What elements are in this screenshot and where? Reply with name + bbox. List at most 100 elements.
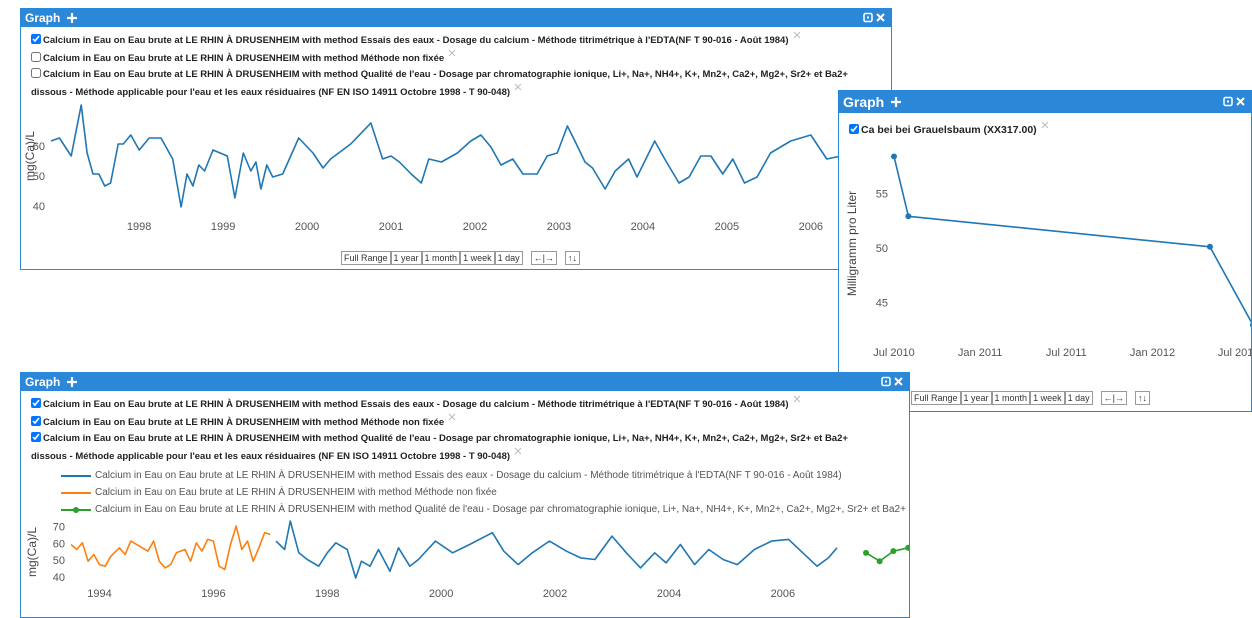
series-checkbox-label: Ca bei bei Grauelsbaum (XX317.00) bbox=[861, 124, 1037, 136]
range-button[interactable]: ↑↓ bbox=[1135, 391, 1150, 405]
close-icon bbox=[877, 14, 884, 21]
x-tick-label: 1994 bbox=[87, 588, 111, 600]
range-button[interactable]: ↑↓ bbox=[565, 251, 580, 265]
x-tick-label: 2004 bbox=[657, 588, 681, 600]
x-tick-label: Jul 2011 bbox=[1046, 347, 1087, 359]
x-tick-label: Jul 2010 bbox=[873, 347, 915, 359]
maximize-dot bbox=[867, 17, 869, 19]
y-tick-label: 60 bbox=[53, 538, 65, 550]
series-checkbox[interactable] bbox=[849, 124, 859, 134]
y-tick-label: 55 bbox=[876, 188, 888, 200]
x-mark bbox=[1042, 122, 1048, 128]
x-tick-label: 1998 bbox=[127, 221, 151, 233]
plus bbox=[67, 377, 77, 387]
add-icon bbox=[65, 11, 79, 25]
series-checkbox-label: Calcium in Eau on Eau brute at LE RHIN À… bbox=[43, 53, 444, 64]
legend-swatch bbox=[61, 488, 91, 498]
window-controls bbox=[881, 376, 905, 388]
series-checkbox[interactable] bbox=[31, 52, 41, 62]
legend-marker bbox=[73, 507, 79, 513]
screen: GraphCalcium in Eau on Eau brute at LE R… bbox=[0, 0, 1252, 618]
range-button[interactable]: 1 week bbox=[460, 251, 495, 265]
x-mark bbox=[794, 32, 800, 38]
remove-series-icon bbox=[448, 49, 456, 57]
plus bbox=[891, 97, 901, 107]
maximize-dot bbox=[885, 381, 887, 383]
x-tick-label: Jan 2012 bbox=[1130, 347, 1175, 359]
series-line bbox=[866, 548, 908, 561]
y-axis-label: Milligramm pro Liter bbox=[845, 191, 859, 296]
window-controls bbox=[1223, 96, 1247, 108]
range-button[interactable]: Full Range bbox=[911, 391, 961, 405]
window-title: Graph bbox=[843, 94, 884, 110]
series-checkbox-label: Calcium in Eau on Eau brute at LE RHIN À… bbox=[43, 417, 444, 428]
series-checkbox-label: Calcium in Eau on Eau brute at LE RHIN À… bbox=[31, 69, 848, 98]
x-tick-label: 2000 bbox=[295, 221, 319, 233]
window-title: Graph bbox=[25, 11, 60, 25]
range-button[interactable]: ←|→ bbox=[1101, 391, 1127, 405]
x-tick-label: 1998 bbox=[315, 588, 339, 600]
range-button[interactable]: 1 day bbox=[1065, 391, 1093, 405]
x-mark bbox=[794, 396, 800, 402]
x-tick-label: 2005 bbox=[715, 221, 739, 233]
legend-label: Calcium in Eau on Eau brute at LE RHIN À… bbox=[95, 487, 497, 498]
series-checkbox[interactable] bbox=[31, 416, 41, 426]
series-line bbox=[894, 156, 1252, 325]
remove-series-icon bbox=[514, 83, 522, 91]
close-icon bbox=[1237, 98, 1244, 105]
series-checkbox-row: Calcium in Eau on Eau brute at LE RHIN À… bbox=[31, 431, 879, 465]
series-checkbox-row: Calcium in Eau on Eau brute at LE RHIN À… bbox=[31, 395, 879, 413]
y-tick-label: 70 bbox=[53, 522, 65, 534]
add-icon bbox=[889, 95, 903, 109]
y-tick-label: 45 bbox=[876, 297, 888, 309]
y-tick-label: 40 bbox=[33, 201, 45, 213]
x-mark bbox=[449, 50, 455, 56]
x-tick-label: 2000 bbox=[429, 588, 453, 600]
graph-window: Graph Ca bei bei Grauelsbaum (XX317.00) Fu… bbox=[838, 90, 1252, 412]
maximize-dot bbox=[1227, 101, 1229, 103]
range-button[interactable]: 1 month bbox=[992, 391, 1031, 405]
series-marker bbox=[1207, 244, 1213, 250]
series-marker bbox=[891, 153, 897, 159]
remove-series-icon bbox=[793, 31, 801, 39]
add-icon bbox=[65, 375, 79, 389]
x-mark bbox=[515, 448, 521, 454]
series-line bbox=[276, 521, 837, 578]
legend-swatch bbox=[61, 471, 91, 481]
x-tick-label: 2001 bbox=[379, 221, 403, 233]
y-axis-label: mg(Ca)/L bbox=[25, 527, 39, 577]
x-mark bbox=[449, 414, 455, 420]
range-button[interactable]: 1 month bbox=[422, 251, 461, 265]
series-checkbox[interactable] bbox=[31, 398, 41, 408]
series-checkbox-row: Calcium in Eau on Eau brute at LE RHIN À… bbox=[31, 49, 861, 67]
series-checklist: Calcium in Eau on Eau brute at LE RHIN À… bbox=[31, 395, 879, 465]
remove-series-icon bbox=[514, 447, 522, 455]
remove-series-icon bbox=[793, 395, 801, 403]
close-icon bbox=[895, 378, 902, 385]
series-checkbox-label: Calcium in Eau on Eau brute at LE RHIN À… bbox=[43, 35, 789, 46]
series-checkbox-row: Ca bei bei Grauelsbaum (XX317.00) bbox=[849, 121, 1221, 138]
range-button[interactable]: ←|→ bbox=[531, 251, 557, 265]
plus bbox=[67, 13, 77, 23]
series-line bbox=[71, 526, 270, 570]
y-tick-label: 50 bbox=[33, 171, 45, 183]
series-checkbox-label: Calcium in Eau on Eau brute at LE RHIN À… bbox=[31, 433, 848, 462]
range-button[interactable]: 1 day bbox=[495, 251, 523, 265]
y-tick-label: 60 bbox=[33, 141, 45, 153]
y-tick-label: 50 bbox=[876, 243, 888, 255]
series-marker bbox=[905, 213, 911, 219]
series-checkbox[interactable] bbox=[31, 68, 41, 78]
series-checkbox[interactable] bbox=[31, 34, 41, 44]
x-tick-label: Jan 2011 bbox=[958, 347, 1002, 359]
range-button[interactable]: Full Range bbox=[341, 251, 391, 265]
series-checkbox-row: Calcium in Eau on Eau brute at LE RHIN À… bbox=[31, 31, 861, 49]
chart: Milligramm pro Liter 45 50 55 Jul 2010 Jan 20… bbox=[839, 141, 1252, 371]
range-button[interactable]: 1 year bbox=[961, 391, 992, 405]
x-tick-label: 2002 bbox=[543, 588, 567, 600]
series-checkbox[interactable] bbox=[31, 432, 41, 442]
range-button[interactable]: 1 year bbox=[391, 251, 422, 265]
range-button[interactable]: 1 week bbox=[1030, 391, 1065, 405]
window-controls bbox=[863, 12, 887, 24]
